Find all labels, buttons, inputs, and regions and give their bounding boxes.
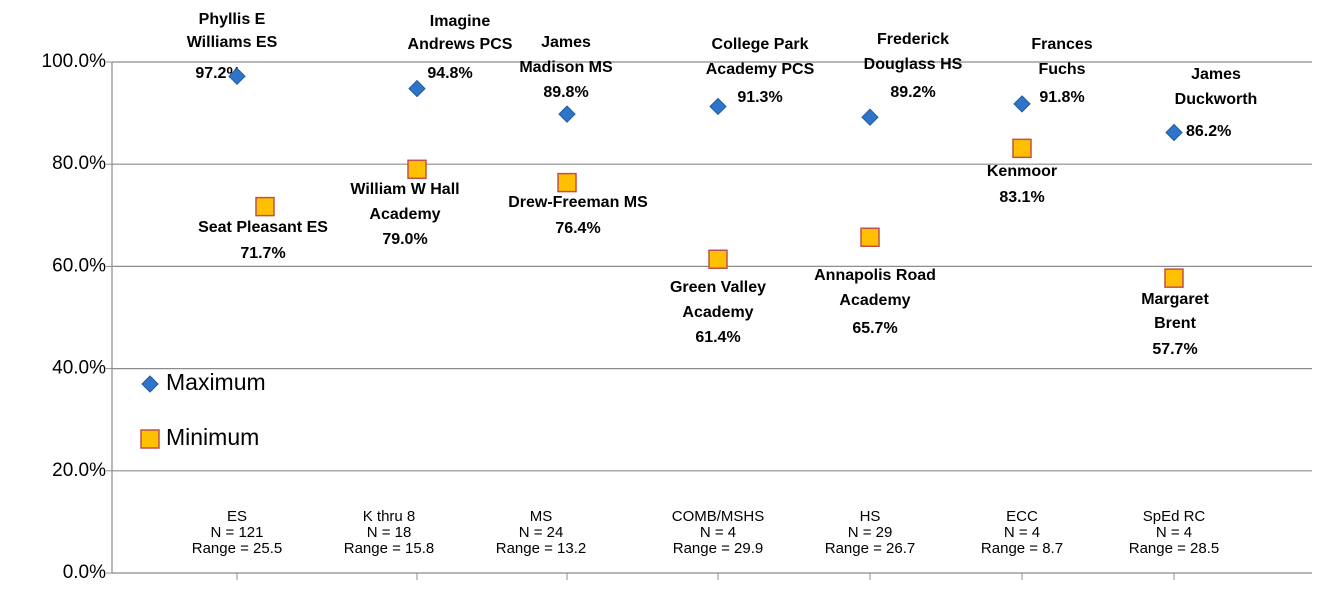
value-label: 61.4%: [695, 329, 740, 346]
value-label: 57.7%: [1152, 341, 1197, 358]
category-range: Range = 29.9: [673, 540, 764, 557]
value-label: 89.8%: [543, 84, 588, 101]
point-name: Drew-Freeman MS: [508, 194, 648, 211]
point-name: Imagine: [430, 13, 491, 30]
point-name: Brent: [1154, 315, 1196, 332]
category-label: ES: [227, 508, 247, 525]
point-name: Academy: [369, 206, 440, 223]
category-label: COMB/MSHS: [672, 508, 765, 525]
max-marker: [861, 108, 879, 126]
max-marker: [558, 105, 576, 123]
y-tick-label: 20.0%: [52, 460, 106, 481]
category-n: N = 18: [367, 524, 412, 541]
y-tick-label: 80.0%: [52, 153, 106, 174]
max-marker: [709, 97, 727, 116]
category-label: HS: [860, 508, 881, 525]
value-label: 83.1%: [999, 189, 1044, 206]
category-label: SpEd RC: [1143, 508, 1206, 525]
category-n: N = 4: [1004, 524, 1040, 541]
point-name: James: [1191, 66, 1241, 83]
point-name: Douglass HS: [864, 56, 963, 73]
point-name: Frederick: [877, 31, 949, 48]
value-label: 71.7%: [240, 245, 285, 262]
point-name: Margaret: [1141, 291, 1209, 308]
max-marker: [228, 67, 246, 86]
category-range: Range = 8.7: [981, 540, 1063, 557]
value-label: 89.2%: [890, 84, 935, 101]
value-label: 79.0%: [382, 231, 427, 248]
legend-marker: [140, 429, 160, 449]
value-label: 76.4%: [555, 220, 600, 237]
legend-label: Maximum: [166, 369, 266, 395]
y-tick-label: 100.0%: [42, 51, 107, 72]
category-label: ECC: [1006, 508, 1038, 525]
point-name: James: [541, 34, 591, 51]
min-marker: [255, 196, 275, 217]
point-name: Fuchs: [1038, 61, 1085, 78]
legend-label: Minimum: [166, 424, 259, 450]
value-label: 86.2%: [1186, 123, 1231, 140]
point-name: William W Hall: [350, 181, 459, 198]
legend-marker: [141, 375, 159, 393]
point-name: Academy: [839, 292, 910, 309]
category-n: N = 4: [1156, 524, 1192, 541]
value-label: 97.2%: [195, 65, 240, 82]
category-n: N = 121: [211, 524, 264, 541]
value-label: 91.3%: [737, 89, 782, 106]
point-name: Annapolis Road: [814, 267, 936, 284]
value-label: 94.8%: [427, 65, 472, 82]
min-marker: [1012, 138, 1032, 159]
point-name: Frances: [1031, 36, 1092, 53]
value-label: 91.8%: [1039, 89, 1084, 106]
max-marker: [408, 79, 426, 98]
category-n: N = 29: [848, 524, 893, 541]
category-range: Range = 13.2: [496, 540, 587, 557]
point-name: Madison MS: [519, 59, 613, 76]
y-tick-label: 60.0%: [52, 255, 106, 276]
category-label: K thru 8: [363, 508, 416, 525]
point-name: Duckworth: [1175, 91, 1258, 108]
min-marker: [1164, 268, 1184, 288]
category-range: Range = 25.5: [192, 540, 283, 557]
point-name: Academy PCS: [706, 61, 815, 78]
point-name: Andrews PCS: [408, 36, 513, 53]
point-name: College Park: [712, 36, 809, 53]
category-label: MS: [530, 508, 553, 525]
point-name: Green Valley: [670, 279, 766, 296]
point-name: Williams ES: [187, 34, 278, 51]
category-n: N = 24: [519, 524, 564, 541]
point-name: Phyllis E: [199, 11, 266, 28]
category-range: Range = 26.7: [825, 540, 916, 557]
min-marker: [557, 172, 577, 193]
category-range: Range = 28.5: [1129, 540, 1220, 557]
value-label: 65.7%: [852, 320, 897, 337]
min-marker: [407, 159, 427, 180]
point-name: Seat Pleasant ES: [198, 219, 328, 236]
category-range: Range = 15.8: [344, 540, 435, 557]
max-marker: [1165, 123, 1183, 142]
min-marker: [860, 227, 880, 248]
min-marker: [708, 249, 728, 269]
point-name: Kenmoor: [987, 163, 1057, 180]
category-n: N = 4: [700, 524, 736, 541]
y-tick-label: 0.0%: [63, 562, 106, 583]
max-marker: [1013, 95, 1031, 113]
y-tick-label: 40.0%: [52, 358, 106, 379]
point-name: Academy: [682, 304, 753, 321]
